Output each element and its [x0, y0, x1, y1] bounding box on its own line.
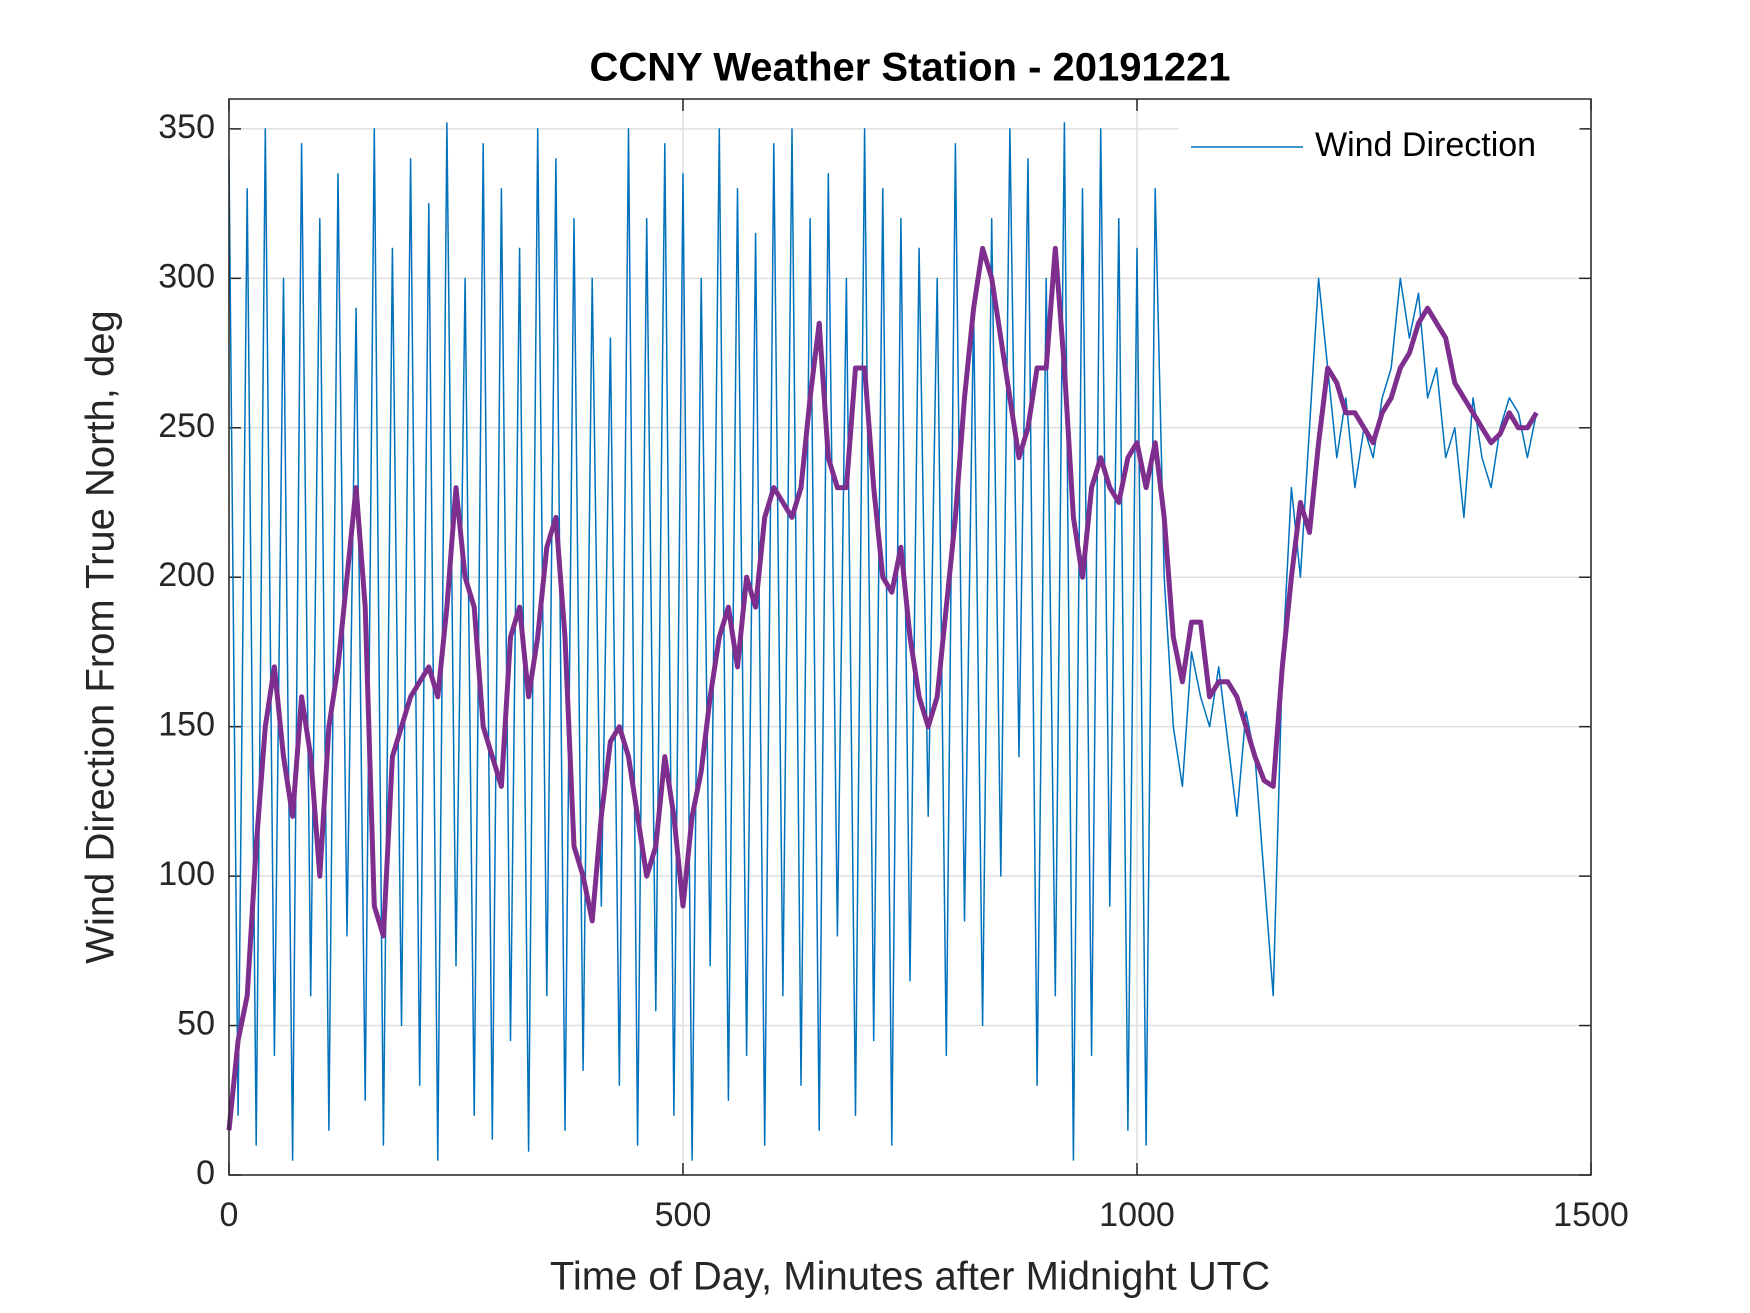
y-axis-label: Wind Direction From True North, deg — [79, 310, 123, 964]
axes-box — [228, 98, 1592, 1176]
series-line — [226, 245, 1539, 1131]
series-line — [228, 122, 1538, 1161]
chart-title: CCNY Weather Station - 20191221 — [590, 46, 1231, 90]
y-tick-label: 50 — [177, 1005, 215, 1043]
x-axis-label: Time of Day, Minutes after Midnight UTC — [550, 1255, 1270, 1299]
x-tick-label: 0 — [220, 1196, 239, 1234]
y-tick-label: 250 — [158, 407, 215, 445]
x-tick-label: 1500 — [1553, 1196, 1629, 1234]
legend-label: Wind Direction — [1315, 126, 1536, 164]
x-tick-label: 500 — [655, 1196, 712, 1234]
y-tick-label: 350 — [158, 108, 215, 146]
y-tick-label: 0 — [196, 1154, 215, 1192]
y-tick-label: 200 — [158, 556, 215, 594]
x-tick-label: 1000 — [1099, 1196, 1175, 1234]
y-tick-label: 300 — [158, 257, 215, 295]
y-tick-label: 150 — [158, 706, 215, 744]
y-tick-label: 100 — [158, 855, 215, 893]
